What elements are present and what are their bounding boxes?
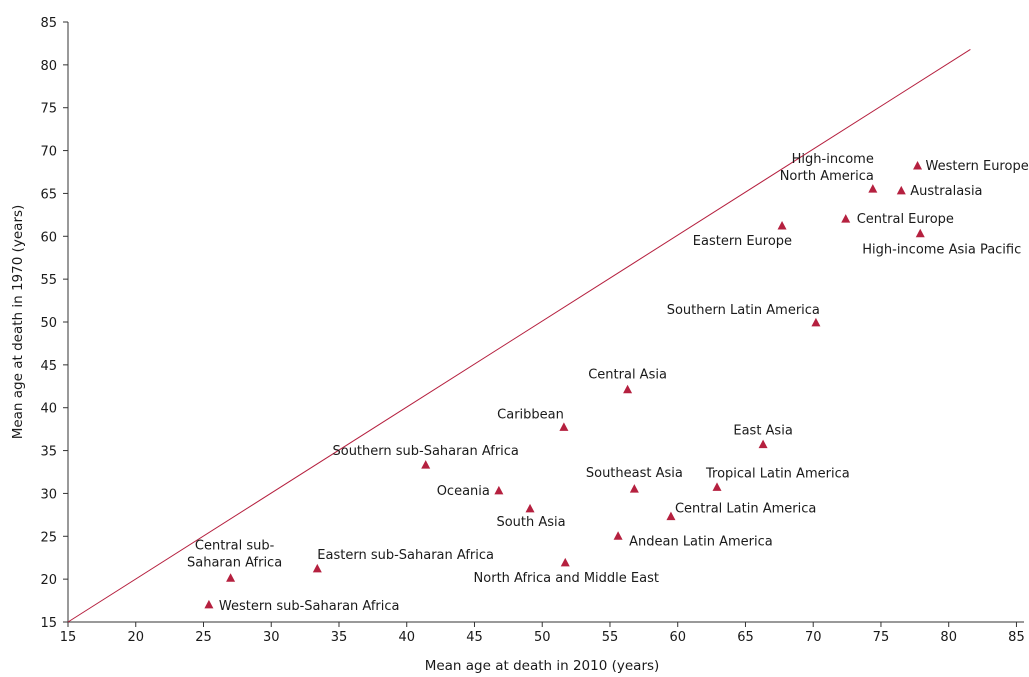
x-tick-label: 40 <box>398 630 415 645</box>
data-point-marker <box>494 485 504 495</box>
data-point-marker <box>913 161 923 170</box>
axes: 15 20 25 30 35 40 45 50 55 60 65 70 75 80 85 15 20 25 30 35… <box>40 16 1024 645</box>
x-tick-label: 80 <box>940 630 957 645</box>
x-tick-label: 15 <box>60 630 77 645</box>
data-point-marker <box>811 317 821 327</box>
y-tick-label: 70 <box>40 145 57 160</box>
data-point-marker <box>841 214 851 223</box>
data-point-marker <box>758 439 768 449</box>
y-tick-label: 60 <box>40 230 57 245</box>
data-point-label: Tropical Latin America <box>705 466 850 481</box>
x-tick-label: 30 <box>263 630 280 645</box>
data-point-label: Eastern Europe <box>693 234 792 249</box>
data-point-marker <box>712 482 722 491</box>
y-tick-label: 50 <box>40 316 57 331</box>
data-point-label: Australasia <box>910 184 982 199</box>
data-point-marker <box>666 511 676 521</box>
data-point-label: East Asia <box>733 424 792 439</box>
data-point-label: Central sub-Saharan Africa <box>187 538 282 570</box>
data-point-label: Oceania <box>437 484 490 499</box>
y-tick-label: 40 <box>40 402 57 417</box>
data-point-marker <box>204 599 214 609</box>
data-point-marker <box>613 531 623 540</box>
data-point-marker <box>915 228 925 238</box>
x-tick-label: 85 <box>1008 630 1025 645</box>
data-point-label: Central Latin America <box>675 502 816 517</box>
x-tick-label: 35 <box>331 630 348 645</box>
data-point-marker <box>777 221 787 230</box>
y-tick-label: 35 <box>40 445 57 460</box>
y-tick-label: 15 <box>40 616 57 631</box>
x-tick-label: 50 <box>534 630 551 645</box>
data-point-label: Southeast Asia <box>586 466 683 481</box>
data-point-label: High-income North America <box>780 152 874 184</box>
data-point-label: Caribbean <box>497 407 564 422</box>
data-point-marker <box>421 460 431 469</box>
data-point-marker <box>560 557 570 567</box>
equality-reference-line <box>67 49 971 623</box>
data-points <box>204 161 925 609</box>
data-point-label: Andean Latin America <box>629 534 773 549</box>
data-point-marker <box>629 484 639 493</box>
data-point-marker <box>226 573 236 582</box>
data-point-label: Southern sub-Saharan Africa <box>332 444 518 459</box>
x-tick-label: 65 <box>737 630 754 645</box>
y-axis-title: Mean age at death in 1970 (years) <box>10 205 26 440</box>
data-point-label: South Asia <box>496 515 565 530</box>
y-tick-label: 65 <box>40 187 57 202</box>
data-point-label: Central Asia <box>588 368 667 383</box>
x-tick-label: 20 <box>127 630 144 645</box>
data-point-marker <box>868 184 878 193</box>
data-point-label: High-income Asia Pacific <box>862 243 1021 258</box>
y-tick-label: 85 <box>40 16 57 31</box>
x-tick-label: 55 <box>602 630 619 645</box>
data-point-label: North Africa and Middle East <box>474 571 659 586</box>
y-tick-label: 25 <box>40 530 57 545</box>
y-tick-label: 80 <box>40 59 57 74</box>
y-tick-label: 75 <box>40 102 57 117</box>
data-point-label: Southern Latin America <box>667 303 820 318</box>
y-tick-label: 20 <box>40 573 57 588</box>
x-tick-label: 60 <box>669 630 686 645</box>
x-tick-label: 25 <box>195 630 212 645</box>
data-point-marker <box>896 185 906 195</box>
data-point-marker <box>525 503 535 513</box>
data-point-marker <box>312 563 322 573</box>
data-point-marker <box>623 384 633 394</box>
data-point-label: Central Europe <box>857 212 954 227</box>
y-tick-label: 30 <box>40 487 57 502</box>
data-point-label: Eastern sub-Saharan Africa <box>317 548 494 563</box>
data-point-label: Western sub-Saharan Africa <box>219 599 400 614</box>
x-tick-label: 70 <box>805 630 822 645</box>
data-point-labels: Western Europe High-income North America Au… <box>187 152 1029 614</box>
y-tick-label: 45 <box>40 359 57 374</box>
data-point-marker <box>559 422 569 431</box>
data-point-label: Western Europe <box>926 159 1029 174</box>
x-tick-label: 75 <box>873 630 890 645</box>
x-axis-title: Mean age at death in 2010 (years) <box>425 658 660 674</box>
x-tick-label: 45 <box>466 630 483 645</box>
y-tick-label: 55 <box>40 273 57 288</box>
